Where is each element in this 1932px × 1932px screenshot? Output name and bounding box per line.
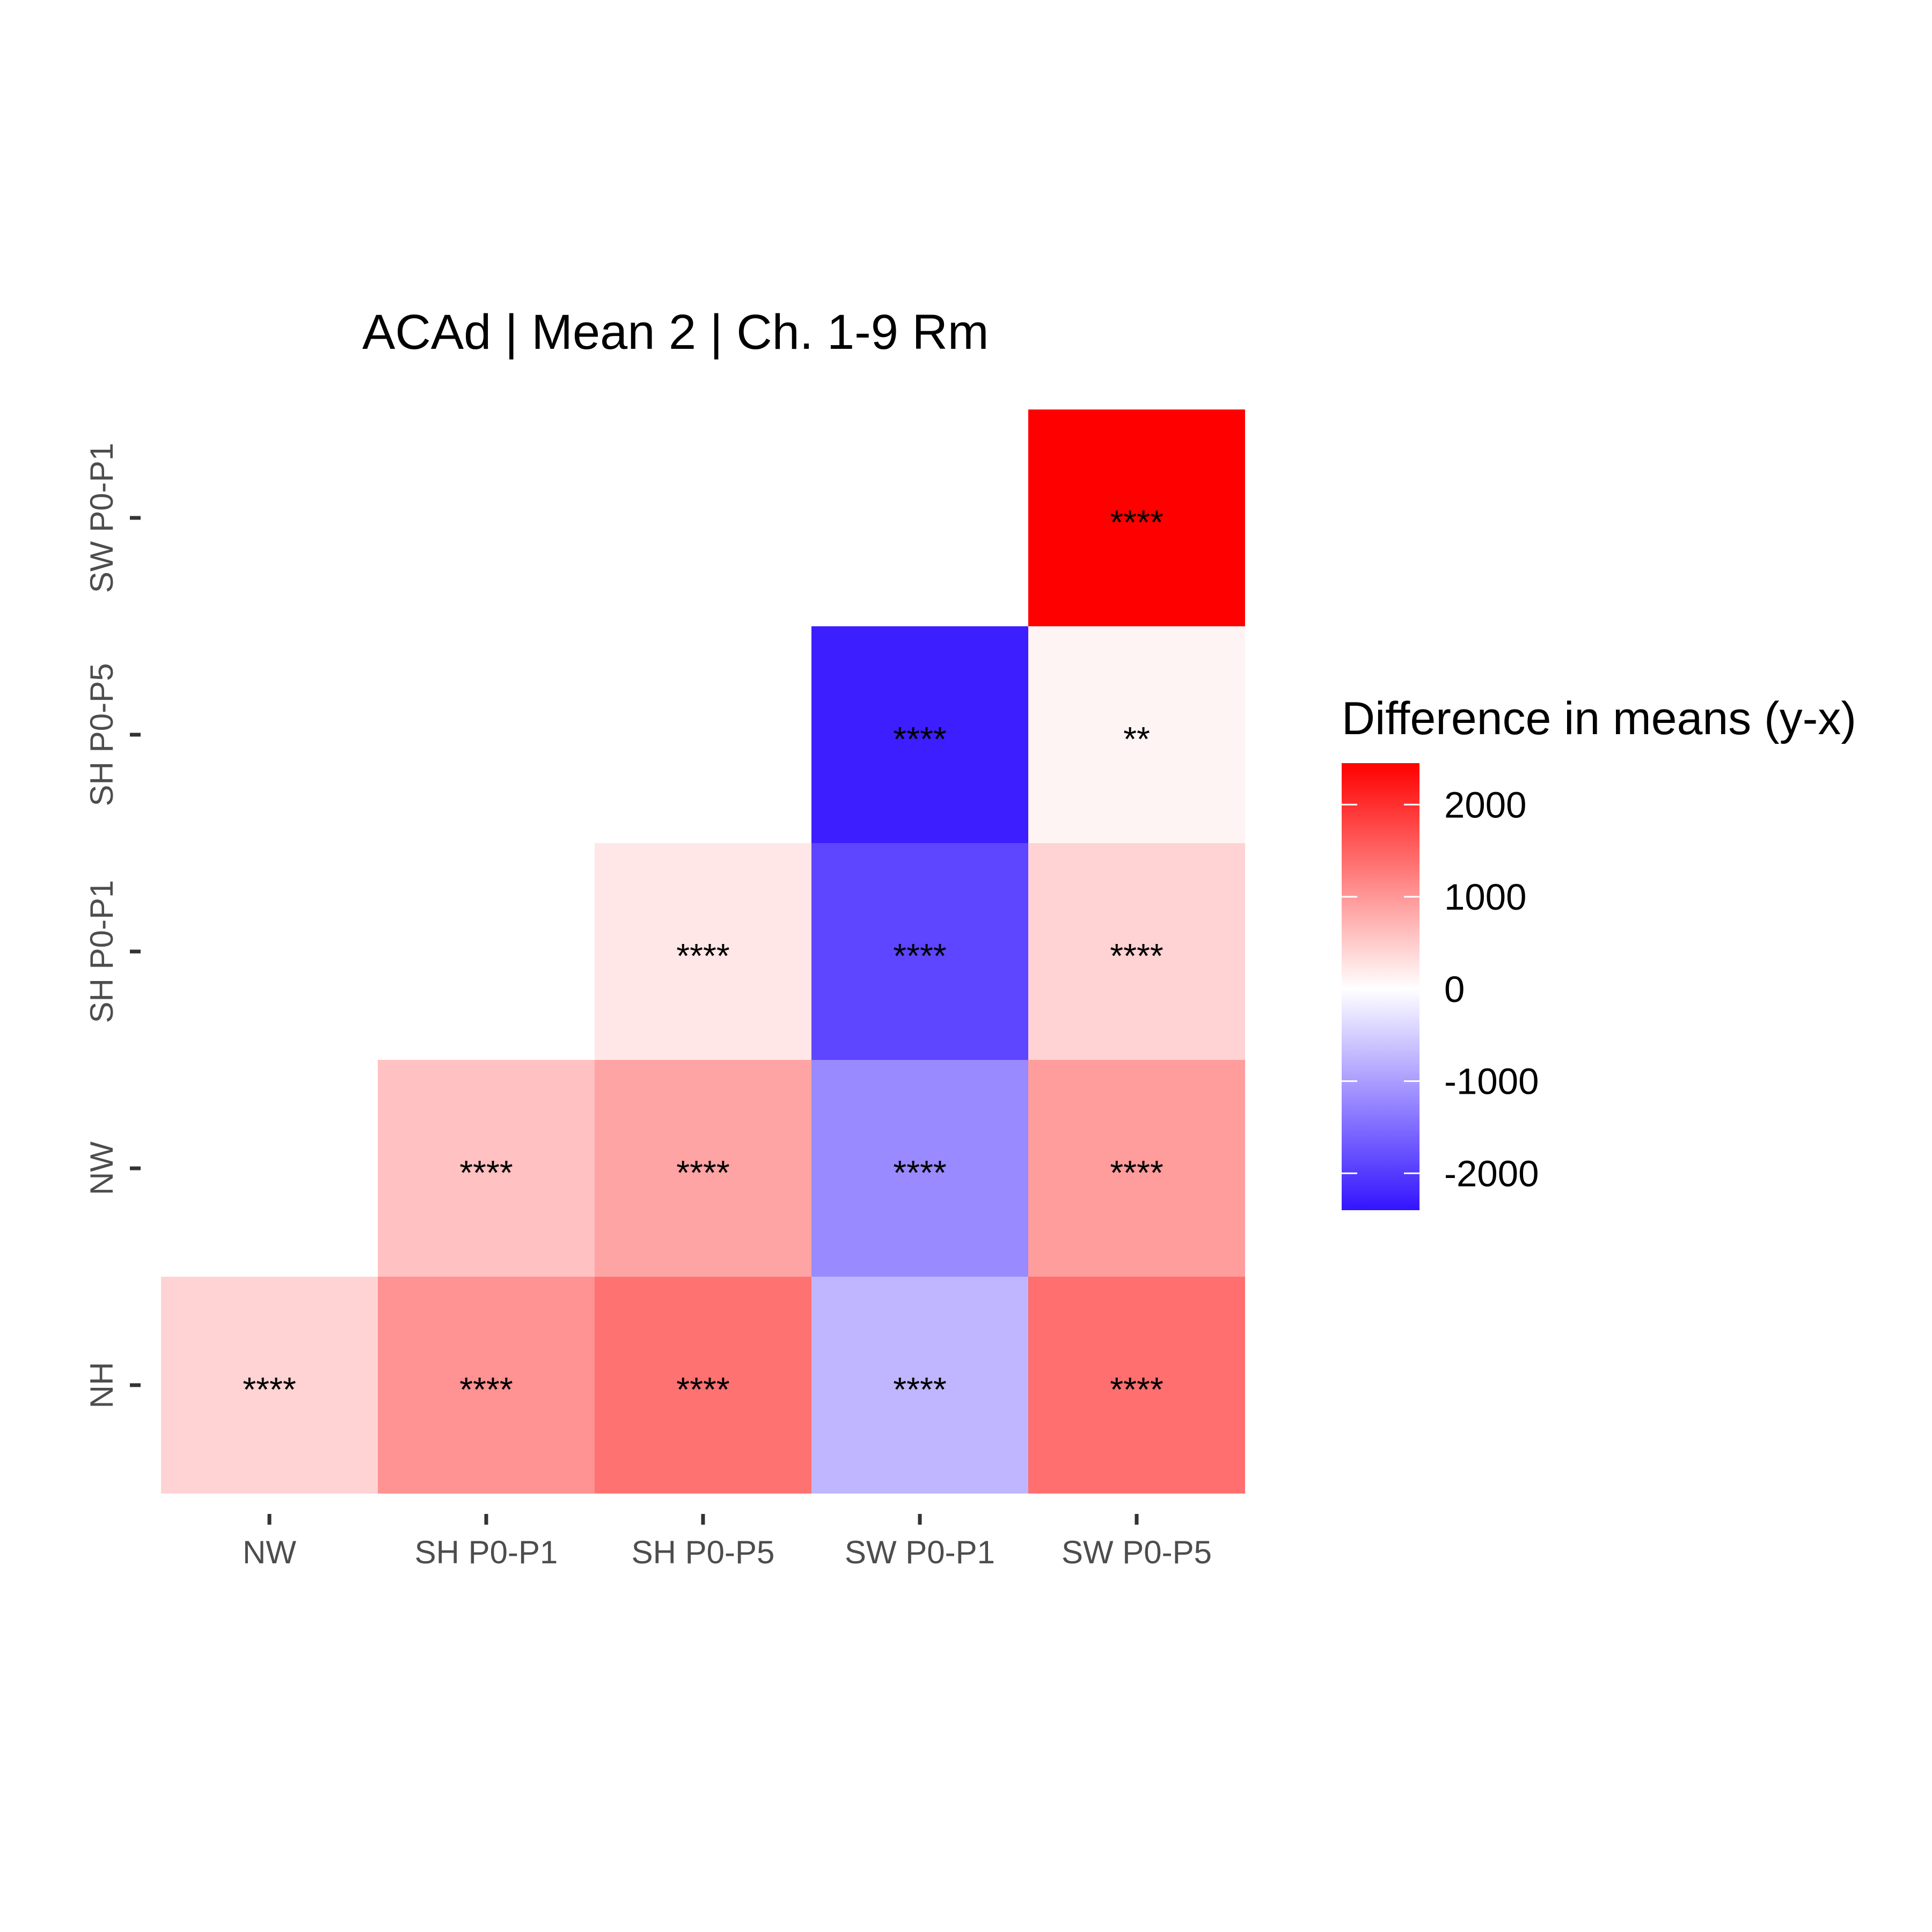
heatmap-cells — [161, 409, 1245, 1494]
heatmap-cell — [811, 843, 1028, 1060]
x-tick-label: SH P0-P1 — [415, 1534, 558, 1570]
significance-label: **** — [1110, 503, 1163, 541]
y-tick-label: NW — [84, 1141, 120, 1195]
legend-tick-label: 1000 — [1444, 876, 1527, 918]
legend-tick-label: 0 — [1444, 969, 1465, 1010]
legend-tick-label: -1000 — [1444, 1061, 1539, 1102]
heatmap-cell — [161, 1277, 378, 1494]
significance-label: ** — [1123, 720, 1150, 758]
significance-label: **** — [893, 1153, 947, 1192]
y-tick-label: SH P0-P1 — [84, 880, 120, 1023]
y-tick-label: SH P0-P5 — [84, 663, 120, 807]
heatmap-cell — [1028, 843, 1245, 1060]
significance-label: **** — [676, 1153, 730, 1192]
significance-label: **** — [459, 1153, 513, 1192]
heatmap-cell — [595, 1060, 811, 1277]
heatmap-cell — [1028, 1277, 1245, 1494]
heatmap-cell — [595, 843, 811, 1060]
significance-label: **** — [893, 720, 947, 758]
heatmap-cell — [1028, 626, 1245, 843]
legend-title: Difference in means (y-x) — [1342, 693, 1856, 744]
x-tick-label: SW P0-P1 — [845, 1534, 995, 1570]
heatmap-cell — [378, 1060, 595, 1277]
legend-ticks: 2000 1000 0 -1000 -2000 — [1342, 784, 1539, 1194]
y-tick-label: NH — [84, 1362, 120, 1409]
y-axis: NH NW SH P0-P1 SH P0-P5 SW P0-P1 — [84, 443, 141, 1408]
significance-label: **** — [893, 1370, 947, 1409]
heatmap-cell — [378, 1277, 595, 1494]
heatmap-cell — [1028, 409, 1245, 626]
legend-tick-label: 2000 — [1444, 784, 1527, 825]
heatmap-cell — [1028, 1060, 1245, 1277]
chart-title: ACAd | Mean 2 | Ch. 1-9 Rm — [362, 305, 989, 360]
legend-colorbar — [1342, 763, 1419, 1210]
x-tick-label: SW P0-P5 — [1062, 1534, 1212, 1570]
heatmap-cell — [811, 626, 1028, 843]
y-tick-label: SW P0-P1 — [84, 443, 120, 593]
legend: Difference in means (y-x) 2000 1000 0 -1000… — [1342, 693, 1856, 1210]
significance-label: **** — [243, 1370, 296, 1409]
x-tick-label: SH P0-P5 — [632, 1534, 775, 1570]
significance-label: **** — [893, 936, 947, 975]
significance-labels: **** **** **** **** ******** **** **** ********… — [243, 503, 1163, 1409]
heatmap-cell — [595, 1277, 811, 1494]
legend-tick-label: -2000 — [1444, 1153, 1539, 1194]
x-tick-label: NW — [243, 1534, 296, 1570]
heatmap-cell — [811, 1060, 1028, 1277]
significance-label: **** — [1110, 1370, 1163, 1409]
significance-label: **** — [1110, 936, 1163, 975]
significance-label: **** — [459, 1370, 513, 1409]
significance-label: **** — [1110, 1153, 1163, 1192]
significance-label: **** — [676, 936, 730, 975]
significance-label: **** — [676, 1370, 730, 1409]
heatmap-cell — [811, 1277, 1028, 1494]
x-axis: NW SH P0-P1 SH P0-P5 SW P0-P1 SW P0-P5 — [243, 1514, 1212, 1570]
